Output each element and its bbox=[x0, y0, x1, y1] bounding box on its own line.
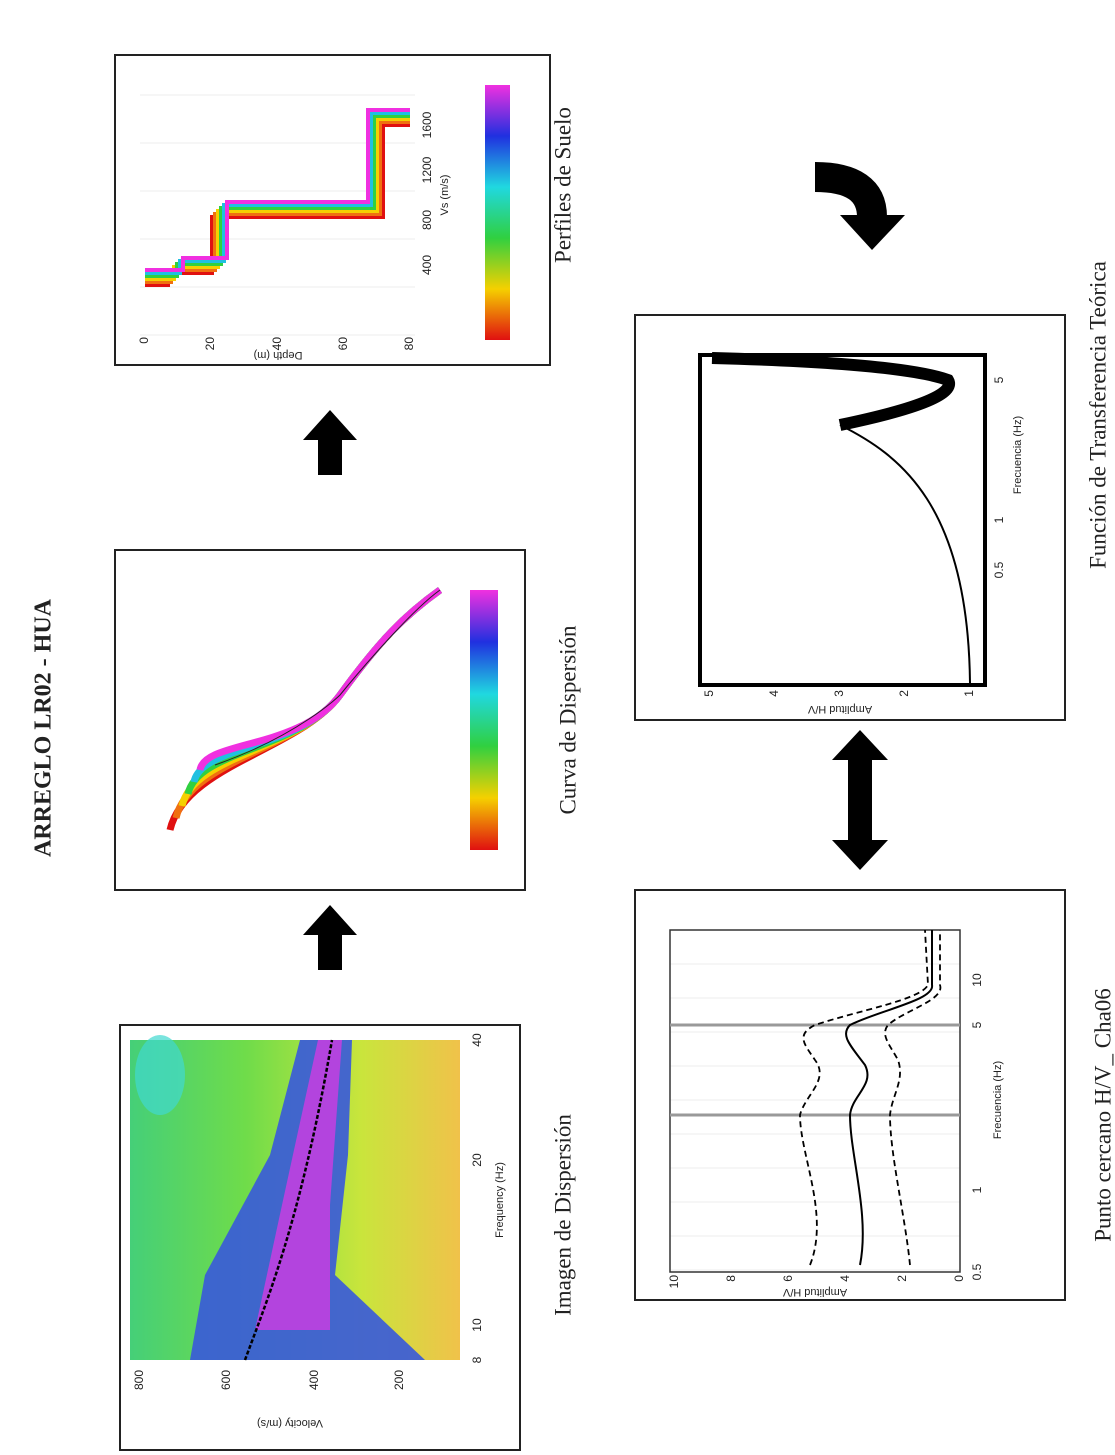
x-tick-label: 40 bbox=[470, 1033, 484, 1047]
plot-frame bbox=[698, 353, 987, 687]
x-axis-label: Vs (m/s) bbox=[439, 175, 451, 216]
panel-caption: Curva de Dispersión bbox=[555, 625, 580, 815]
x-tick-label: 5 bbox=[992, 376, 1006, 383]
plot-frame bbox=[669, 929, 961, 1273]
landscape-layout: ARREGLO LR02 - HUA Imagen de Dispersión C… bbox=[31, 54, 1115, 1451]
x-tick-label: 8 bbox=[470, 1356, 484, 1363]
y-tick-label: 6 bbox=[781, 1275, 795, 1282]
figure-title: ARREGLO LR02 - HUA bbox=[31, 598, 57, 857]
y-tick-label: 20 bbox=[203, 337, 217, 351]
hv-upper bbox=[799, 929, 929, 1266]
x-tick-label: 400 bbox=[420, 255, 434, 275]
x-tick-label: 5 bbox=[970, 1021, 984, 1028]
y-tick-label: 600 bbox=[219, 1370, 233, 1390]
curved-arrow-shaft bbox=[814, 162, 887, 219]
x-tick-label: 1600 bbox=[420, 111, 434, 138]
y-tick-label: 400 bbox=[307, 1370, 321, 1390]
panel-frame bbox=[634, 889, 1066, 1301]
y-tick-label: 0 bbox=[952, 1275, 966, 1282]
x-tick-label: 1 bbox=[970, 1186, 984, 1193]
x-axis-label: Frecuencia (Hz) bbox=[1012, 416, 1024, 494]
panel-frame bbox=[634, 314, 1066, 721]
panel-caption: Imagen de Dispersión bbox=[550, 1114, 575, 1316]
transfer-function-band bbox=[711, 352, 955, 431]
y-tick-label: 3 bbox=[832, 690, 846, 697]
curved-arrow-head bbox=[840, 215, 905, 250]
x-tick-label: 800 bbox=[420, 210, 434, 230]
y-axis-label: Amplitud H/V bbox=[807, 703, 872, 715]
dispersion-curve-outline bbox=[214, 589, 441, 766]
x-tick-label: 0.5 bbox=[992, 561, 1006, 578]
y-tick-label: 80 bbox=[402, 337, 416, 351]
y-tick-label: 200 bbox=[392, 1370, 406, 1390]
y-tick-label: 2 bbox=[895, 1275, 909, 1282]
x-tick-label: 1200 bbox=[420, 156, 434, 183]
x-axis-label: Frecuencia (Hz) bbox=[992, 1061, 1004, 1139]
x-tick-label: 10 bbox=[970, 973, 984, 987]
hv-mean bbox=[845, 930, 933, 1266]
flow-arrow bbox=[303, 410, 357, 475]
double-arrow bbox=[832, 730, 888, 870]
x-tick-label: 0.5 bbox=[970, 1263, 984, 1280]
colorbar bbox=[485, 85, 510, 340]
y-axis-label: Depth (m) bbox=[254, 349, 303, 361]
y-axis-label: Velocity (m/s) bbox=[257, 1417, 323, 1429]
y-tick-label: 60 bbox=[336, 337, 350, 351]
flow-arrow bbox=[303, 905, 357, 970]
y-tick-label: 2 bbox=[897, 690, 911, 697]
y-tick-label: 0 bbox=[137, 337, 151, 344]
transfer-function-base bbox=[839, 424, 971, 684]
y-tick-label: 4 bbox=[767, 690, 781, 697]
x-tick-label: 1 bbox=[992, 516, 1006, 523]
hv-lower bbox=[884, 930, 941, 1266]
x-tick-label: 20 bbox=[470, 1153, 484, 1167]
y-tick-label: 10 bbox=[667, 1275, 681, 1289]
y-axis-label: Amplitud H/V bbox=[782, 1286, 847, 1298]
x-axis-label: Frequency (Hz) bbox=[494, 1162, 506, 1238]
x-tick-label: 10 bbox=[470, 1318, 484, 1332]
y-tick-label: 40 bbox=[270, 337, 284, 351]
y-tick-label: 800 bbox=[132, 1370, 146, 1390]
y-tick-label: 1 bbox=[962, 690, 976, 697]
panel-caption: Función de Transferencia Teórica bbox=[1085, 261, 1110, 569]
y-tick-label: 8 bbox=[724, 1275, 738, 1282]
colorbar bbox=[470, 590, 498, 850]
heatmap-blob bbox=[135, 1035, 185, 1115]
panel-caption: Perfiles de Suelo bbox=[550, 107, 575, 263]
heatmap-peak bbox=[255, 1040, 342, 1330]
panel-frame bbox=[114, 549, 526, 891]
y-tick-label: 4 bbox=[838, 1275, 852, 1282]
y-tick-label: 5 bbox=[702, 690, 716, 697]
dispersion-pick bbox=[243, 1039, 334, 1361]
soil-profile bbox=[145, 108, 410, 272]
panel-caption: Punto cercano H/V_ Cha06 bbox=[1090, 988, 1115, 1242]
